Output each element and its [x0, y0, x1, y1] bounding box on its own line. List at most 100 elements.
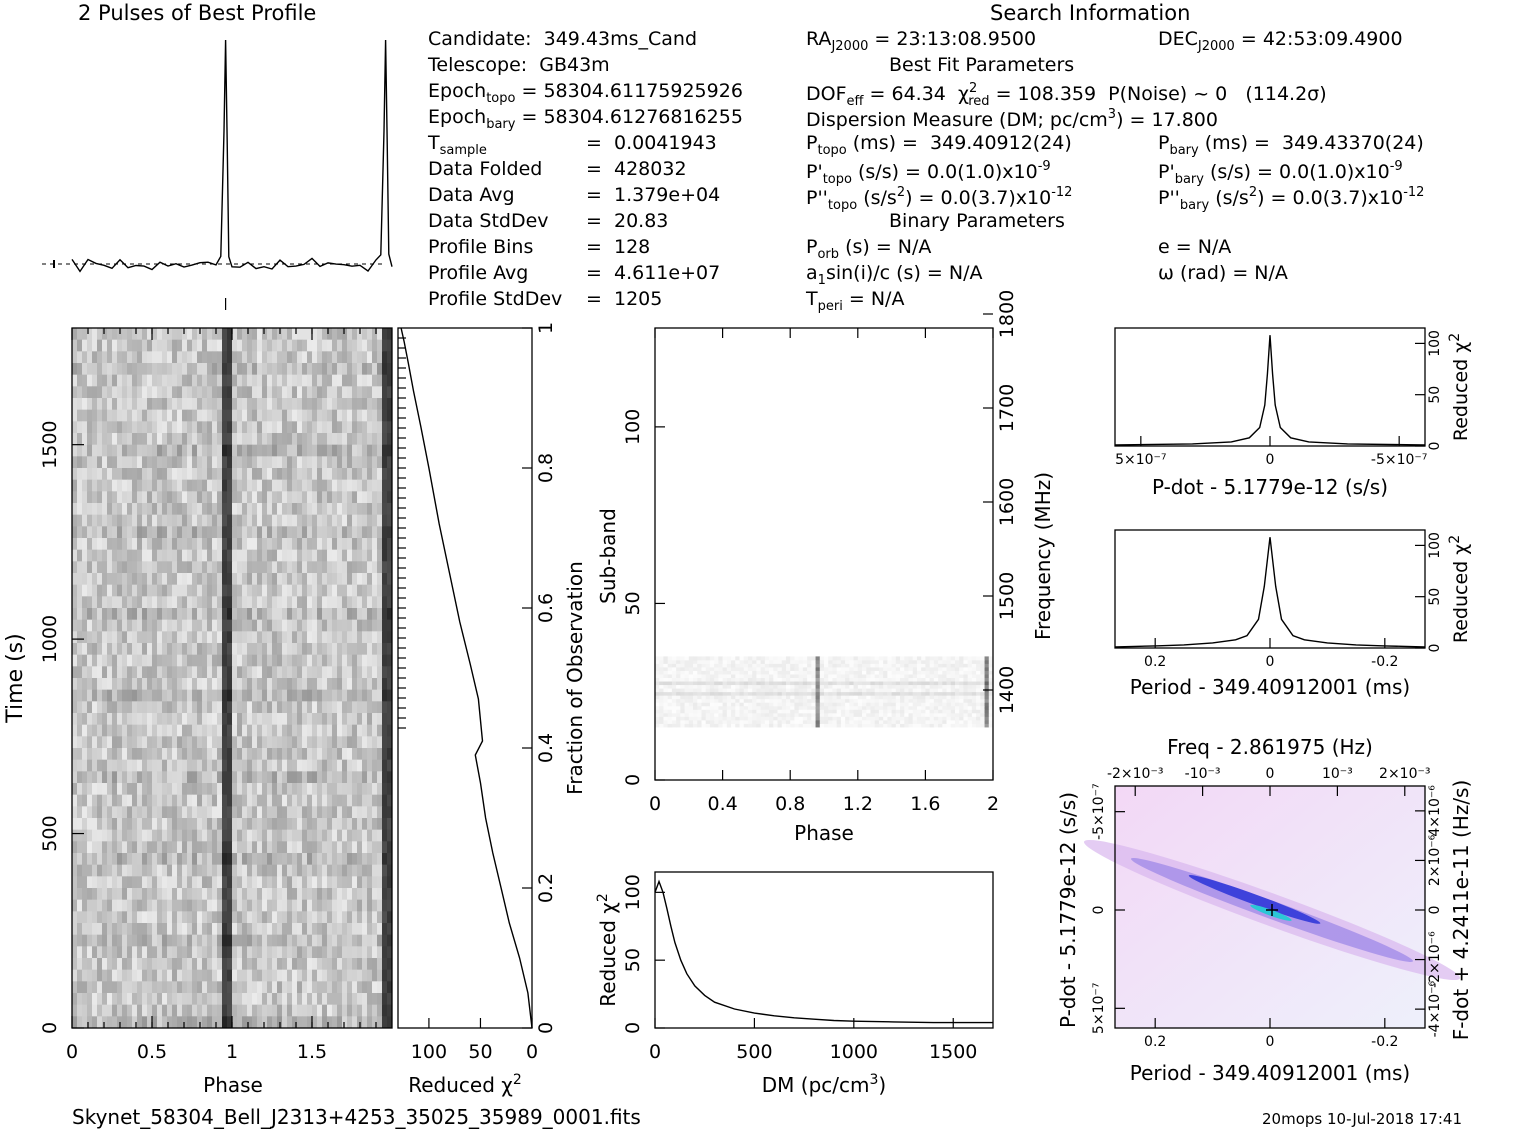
- pixel: [929, 702, 935, 707]
- pixel: [212, 829, 218, 842]
- pixel: [132, 666, 138, 679]
- pixel: [162, 1016, 168, 1029]
- pixel: [217, 631, 223, 644]
- pixel: [849, 702, 854, 707]
- pixel: [137, 759, 143, 772]
- pixel: [192, 899, 198, 912]
- pixel: [162, 351, 168, 364]
- pixel: [77, 468, 83, 481]
- pixel: [287, 561, 293, 574]
- pixel: [332, 468, 338, 481]
- pixel: [272, 806, 278, 819]
- pixel: [307, 818, 313, 831]
- pixel: [342, 1004, 348, 1017]
- pixel: [162, 794, 168, 807]
- pixel: [127, 1016, 133, 1029]
- pixel: [900, 719, 905, 724]
- pixel: [277, 409, 283, 422]
- pixel: [382, 724, 388, 737]
- pixel: [929, 698, 935, 703]
- pixel: [102, 946, 108, 959]
- pixel: [177, 549, 183, 562]
- pixel: [272, 818, 278, 831]
- pixel: [212, 573, 218, 586]
- pixel: [142, 468, 148, 481]
- pixel: [142, 911, 148, 924]
- pixel: [267, 631, 273, 644]
- pixel: [307, 619, 313, 632]
- pixel: [192, 794, 198, 807]
- pixel: [337, 981, 343, 994]
- pixel: [77, 1004, 83, 1017]
- pixel: [372, 503, 378, 516]
- pixel: [137, 748, 143, 761]
- pixel: [693, 691, 698, 696]
- pixel: [257, 713, 263, 726]
- pixel: [72, 526, 78, 539]
- pixel: [282, 701, 288, 714]
- pixel: [731, 712, 736, 717]
- pixel: [112, 876, 118, 889]
- pixel: [227, 678, 233, 691]
- pixel: [292, 363, 298, 376]
- pixel: [217, 969, 223, 982]
- pixel: [137, 853, 143, 866]
- pixel: [327, 351, 333, 364]
- pixel: [127, 981, 133, 994]
- pixel: [227, 538, 233, 551]
- pixel: [267, 654, 273, 667]
- pixel: [172, 514, 178, 527]
- pixel: [332, 409, 338, 422]
- pixel: [976, 702, 981, 707]
- pixel: [342, 853, 348, 866]
- pixel: [367, 608, 373, 621]
- pixel: [157, 958, 163, 971]
- pixel: [207, 654, 213, 667]
- pixel: [72, 993, 78, 1006]
- pixel: [282, 713, 288, 726]
- pixel: [157, 328, 163, 341]
- pixel: [162, 783, 168, 796]
- pixel: [840, 723, 846, 728]
- pixel: [82, 759, 88, 772]
- pixel: [172, 386, 178, 399]
- pixel: [182, 433, 188, 446]
- pixel: [157, 666, 163, 679]
- pixel: [362, 981, 368, 994]
- pixel: [127, 573, 133, 586]
- pixel: [82, 958, 88, 971]
- pixel: [752, 719, 757, 724]
- pixel: [963, 705, 969, 710]
- pixel: [693, 712, 698, 717]
- pixel: [87, 1016, 93, 1029]
- pixel: [102, 783, 108, 796]
- pixel: [382, 584, 388, 597]
- pixel: [862, 684, 867, 689]
- pixel: [172, 864, 178, 877]
- pixel: [222, 596, 228, 609]
- pixel: [217, 923, 223, 936]
- pixel: [367, 1004, 373, 1017]
- pixel: [102, 619, 108, 632]
- pixel: [212, 631, 218, 644]
- pixel: [227, 771, 233, 784]
- pixel: [162, 468, 168, 481]
- pixel: [272, 538, 278, 551]
- pixel: [202, 713, 208, 726]
- pixel: [302, 981, 308, 994]
- pixel: [337, 678, 343, 691]
- pixel: [362, 701, 368, 714]
- pixel: [187, 1016, 193, 1029]
- pixel: [322, 491, 328, 504]
- pixel: [367, 398, 373, 411]
- pixel: [137, 339, 143, 352]
- pixel: [701, 688, 707, 693]
- pixel: [322, 538, 328, 551]
- pixel: [357, 946, 363, 959]
- pixel: [247, 433, 253, 446]
- pixel: [147, 829, 153, 842]
- pixel: [162, 561, 168, 574]
- pixel: [177, 841, 183, 854]
- pixel: [152, 783, 158, 796]
- pixel: [332, 631, 338, 644]
